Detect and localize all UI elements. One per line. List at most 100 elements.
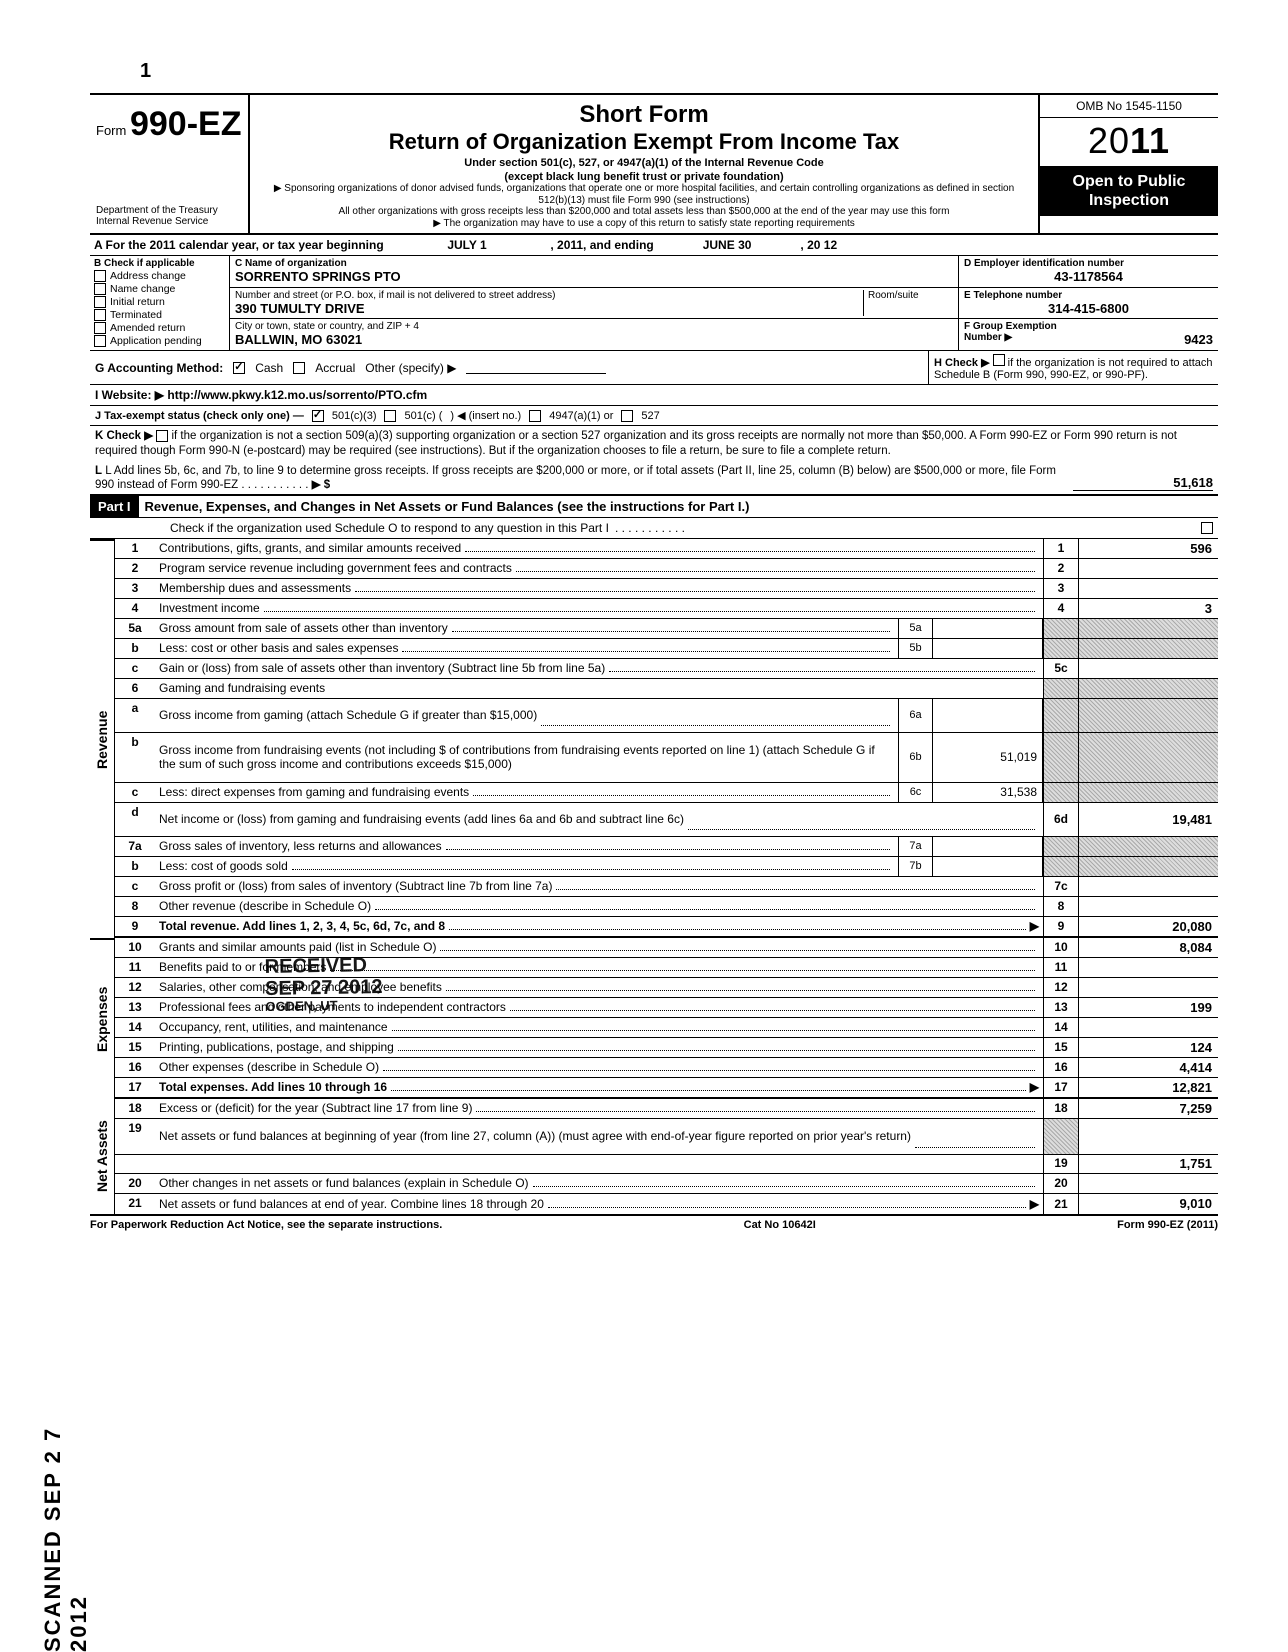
chk-initial-return[interactable]: Initial return	[94, 296, 225, 308]
phone-val: 314-415-6800	[964, 301, 1213, 316]
revenue-label: Revenue	[90, 539, 114, 938]
footer-left: For Paperwork Reduction Act Notice, see …	[90, 1219, 442, 1231]
city-label: City or town, state or country, and ZIP …	[235, 321, 953, 332]
form-number: Form 990-EZ	[96, 105, 242, 144]
chk-accrual[interactable]	[293, 362, 305, 374]
title-sub: Return of Organization Exempt From Incom…	[258, 129, 1030, 155]
line-5a: 5a Gross amount from sale of assets othe…	[115, 619, 1218, 639]
chk-527[interactable]	[621, 410, 633, 422]
a-label: A For the 2011 calendar year, or tax yea…	[94, 238, 384, 252]
expense-lines: 10 Grants and similar amounts paid (list…	[114, 938, 1218, 1099]
i-row: I Website: ▶ http://www.pkwy.k12.mo.us/s…	[90, 385, 1218, 406]
chk-name-change[interactable]: Name change	[94, 283, 225, 295]
form-prefix: Form	[96, 123, 126, 138]
checkbox-icon	[94, 270, 106, 282]
form-header: Form 990-EZ Department of the Treasury I…	[90, 93, 1218, 235]
title-sponsor: ▶ Sponsoring organizations of donor advi…	[258, 183, 1030, 206]
expenses-grid: Expenses 10 Grants and similar amounts p…	[90, 938, 1218, 1099]
ein-row: D Employer identification number 43-1178…	[959, 256, 1218, 288]
gh-row: G Accounting Method: Cash Accrual Other …	[90, 351, 1218, 385]
footer-right: Form 990-EZ (2011)	[1117, 1219, 1218, 1231]
section-b: B Check if applicable Address change Nam…	[90, 256, 230, 350]
org-name: SORRENTO SPRINGS PTO	[235, 269, 953, 284]
line-8: 8 Other revenue (describe in Schedule O)…	[115, 897, 1218, 917]
city-row: City or town, state or country, and ZIP …	[230, 319, 958, 350]
chk-terminated[interactable]: Terminated	[94, 309, 225, 321]
line-12: 12 Salaries, other compensation, and emp…	[115, 978, 1218, 998]
netassets-grid: Net Assets 18 Excess or (deficit) for th…	[90, 1099, 1218, 1214]
year-bold: 11	[1130, 120, 1170, 161]
title-main: Short Form	[258, 101, 1030, 129]
line-4: 4 Investment income 4 3	[115, 599, 1218, 619]
page-footer: For Paperwork Reduction Act Notice, see …	[90, 1214, 1218, 1231]
line-19: 19 Net assets or fund balances at beginn…	[115, 1119, 1218, 1155]
dept2: Internal Revenue Service	[96, 216, 242, 227]
line-7c: c Gross profit or (loss) from sales of i…	[115, 877, 1218, 897]
line-3: 3 Membership dues and assessments 3	[115, 579, 1218, 599]
chk-501c[interactable]	[384, 410, 396, 422]
check-o-text: Check if the organization used Schedule …	[170, 521, 609, 535]
netassets-label: Net Assets	[90, 1099, 114, 1214]
chk-schedule-o[interactable]	[1201, 522, 1213, 534]
addr-row: Number and street (or P.O. box, if mail …	[230, 288, 958, 320]
chk-h[interactable]	[993, 354, 1005, 366]
tax-year: 2011	[1040, 118, 1218, 166]
chk-address-change[interactable]: Address change	[94, 270, 225, 282]
part1-title: Revenue, Expenses, and Changes in Net As…	[139, 496, 756, 517]
line-11: 11 Benefits paid to or for members 11	[115, 958, 1218, 978]
j-527: 527	[641, 410, 659, 422]
checkbox-icon	[94, 335, 106, 347]
line-5c: c Gain or (loss) from sale of assets oth…	[115, 659, 1218, 679]
addr-label: Number and street (or P.O. box, if mail …	[235, 290, 863, 301]
dept-info: Department of the Treasury Internal Reve…	[96, 205, 242, 227]
chk-amended[interactable]: Amended return	[94, 322, 225, 334]
ein-val: 43-1178564	[964, 269, 1213, 284]
chk-501c3[interactable]	[312, 410, 324, 422]
form-id-cell: Form 990-EZ Department of the Treasury I…	[90, 95, 250, 233]
a-yr: , 20 12	[800, 238, 837, 252]
line-17: 17 Total expenses. Add lines 10 through …	[115, 1078, 1218, 1099]
footer-mid: Cat No 10642I	[744, 1219, 816, 1231]
line-6b: b Gross income from fundraising events (…	[115, 733, 1218, 783]
i-label: I Website: ▶	[95, 388, 164, 402]
line-6: 6 Gaming and fundraising events	[115, 679, 1218, 699]
g-other-fill[interactable]	[466, 362, 606, 374]
f-label2: Number ▶	[964, 332, 1012, 347]
title-allother: All other organizations with gross recei…	[258, 206, 1030, 218]
entity-mid: C Name of organization SORRENTO SPRINGS …	[230, 256, 958, 350]
line-13: 13 Professional fees and other payments …	[115, 998, 1218, 1018]
title-under: Under section 501(c), 527, or 4947(a)(1)…	[258, 157, 1030, 169]
room-label: Room/suite	[868, 290, 953, 301]
city-val: BALLWIN, MO 63021	[235, 332, 953, 347]
line-2: 2 Program service revenue including gove…	[115, 559, 1218, 579]
entity-right: D Employer identification number 43-1178…	[958, 256, 1218, 350]
e-label: E Telephone number	[964, 290, 1213, 301]
body-grid: Revenue 1 Contributions, gifts, grants, …	[90, 539, 1218, 938]
g-label: G Accounting Method:	[95, 361, 223, 375]
right-cell: OMB No 1545-1150 2011 Open to Public Ins…	[1038, 95, 1218, 233]
checkbox-icon	[94, 296, 106, 308]
part1-badge: Part I	[90, 496, 139, 517]
chk-cash[interactable]	[233, 362, 245, 374]
line-21: 21 Net assets or fund balances at end of…	[115, 1194, 1218, 1214]
a-end: JUNE 30	[657, 238, 797, 252]
line-6c: c Less: direct expenses from gaming and …	[115, 783, 1218, 803]
checkbox-icon	[94, 309, 106, 321]
l-val: 51,618	[1073, 475, 1213, 491]
revenue-lines: 1 Contributions, gifts, grants, and simi…	[114, 539, 1218, 938]
open-public: Open to Public Inspection	[1040, 166, 1218, 216]
line-6a: a Gross income from gaming (attach Sched…	[115, 699, 1218, 733]
chk-k[interactable]	[156, 430, 168, 442]
chk-4947[interactable]	[529, 410, 541, 422]
section-a: A For the 2011 calendar year, or tax yea…	[90, 235, 1218, 256]
f-label: F Group Exemption	[964, 321, 1213, 332]
line-16: 16 Other expenses (describe in Schedule …	[115, 1058, 1218, 1078]
j-row: J Tax-exempt status (check only one) — 5…	[90, 406, 1218, 426]
b-label: B Check if applicable	[94, 258, 225, 269]
part1-check-o: Check if the organization used Schedule …	[90, 518, 1218, 539]
line-7b: b Less: cost of goods sold 7b	[115, 857, 1218, 877]
title-cell: Short Form Return of Organization Exempt…	[250, 95, 1038, 233]
chk-app-pending[interactable]: Application pending	[94, 335, 225, 347]
j-4947: 4947(a)(1) or	[549, 410, 613, 422]
a-begin: JULY 1	[387, 238, 547, 252]
